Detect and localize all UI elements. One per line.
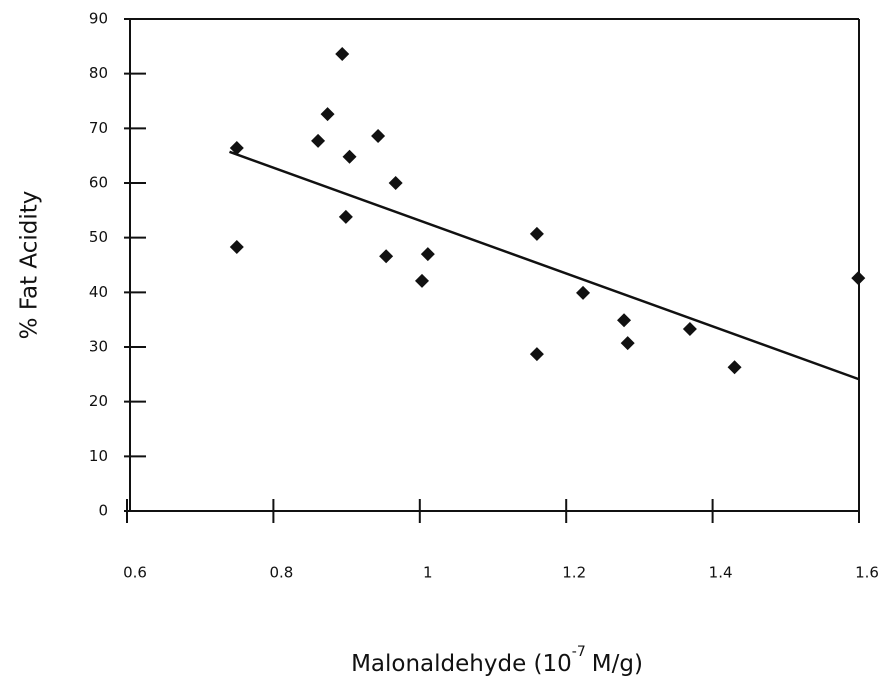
x-axis-label-exponent: -7: [572, 644, 586, 660]
point: [335, 46, 350, 61]
y-tick-label: 20: [89, 392, 108, 410]
y-tick-label: 30: [89, 338, 108, 356]
point: [529, 347, 544, 362]
x-axis-label-main: Malonaldehyde (10: [351, 651, 572, 677]
point: [379, 249, 394, 264]
point: [420, 247, 435, 262]
y-axis-label: % Fat Acidity: [17, 191, 43, 340]
point: [371, 128, 386, 143]
y-tick-label: 80: [89, 64, 108, 82]
y-tick-label: 70: [89, 119, 108, 137]
y-tick-label: 0: [98, 502, 108, 520]
point: [338, 209, 353, 224]
x-tick-label: 1: [423, 564, 433, 582]
y-tick-label: 10: [89, 447, 108, 465]
x-tick-label: 1.4: [709, 564, 733, 582]
x-tick-label: 1.2: [562, 564, 586, 582]
x-tick-label: 0.8: [269, 564, 293, 582]
point: [620, 336, 635, 351]
y-tick-label: 60: [89, 174, 108, 192]
y-tick-label: 40: [89, 283, 108, 301]
x-axis-label-unit: M/g): [592, 651, 643, 677]
x-tick-label: 1.6: [855, 564, 879, 582]
x-tick-label: 0.6: [123, 564, 147, 582]
point: [229, 141, 244, 156]
point: [388, 176, 403, 190]
y-tick-label: 50: [89, 228, 108, 246]
point: [576, 285, 591, 300]
point: [229, 239, 244, 254]
fit-line: [229, 150, 860, 381]
point: [617, 313, 632, 328]
point: [320, 107, 335, 122]
x-axis-label: Malonaldehyde (10-7 M/g): [351, 644, 643, 677]
point: [727, 360, 742, 375]
point: [311, 133, 326, 148]
point: [414, 273, 429, 288]
point: [682, 321, 697, 336]
point: [342, 149, 357, 164]
point: [851, 271, 866, 286]
point: [529, 226, 544, 241]
y-tick-label: 90: [89, 10, 108, 28]
